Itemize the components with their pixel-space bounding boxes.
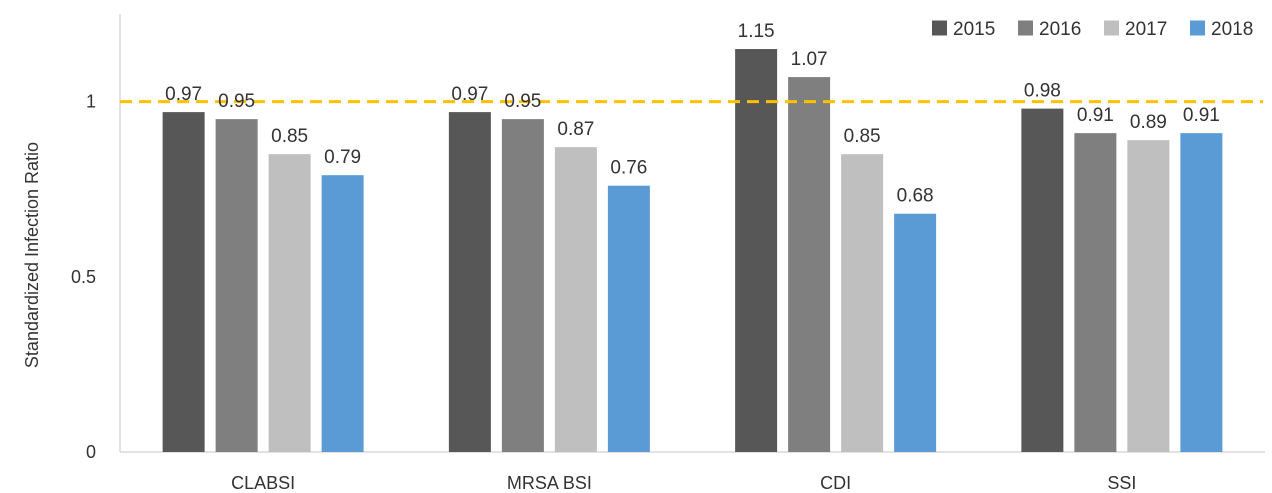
x-tick-label: CLABSI [231,473,295,493]
data-label: 0.91 [1077,105,1114,126]
legend-label: 2015 [953,19,995,40]
bar-2015-ssi [1021,108,1064,452]
bar-2018-cdi [894,213,937,452]
bar-2017-clabsi [268,154,311,452]
y-tick-label: 0.5 [71,267,96,287]
data-label: 1.15 [738,21,775,42]
legend-swatch [1018,20,1033,36]
data-label: 0.98 [1024,81,1061,102]
x-tick-label: MRSA BSI [507,473,592,493]
bar-2015-cdi [735,49,778,452]
bar-2016-cdi [788,77,831,453]
bar-2015-mrsa-bsi [448,112,491,452]
data-label: 0.68 [897,186,934,207]
bar-2017-mrsa-bsi [554,147,597,453]
x-tick-label: SSI [1107,473,1136,493]
legend: 2015 2016 2017 2018 [932,19,1253,40]
y-tick-label: 0 [86,442,96,462]
bar-2015-clabsi [162,112,205,452]
data-label: 0.91 [1183,105,1220,126]
legend-label: 2016 [1039,19,1081,40]
legend-label: 2017 [1125,19,1167,40]
data-label: 1.07 [791,49,828,70]
data-label: 0.97 [451,84,488,105]
legend-swatch [1190,20,1205,36]
data-label: 0.85 [844,126,881,147]
bar-2016-clabsi [215,119,258,453]
data-label: 0.85 [271,126,308,147]
y-tick-label: 1 [86,92,96,112]
legend-label: 2018 [1211,19,1253,40]
bar-2018-mrsa-bsi [607,185,650,453]
bar-2017-cdi [841,154,884,452]
data-label: 0.89 [1130,112,1167,133]
bar-2017-ssi [1127,140,1170,453]
legend-swatch [1104,20,1119,36]
data-label: 0.87 [557,119,594,140]
bar-2016-mrsa-bsi [501,119,544,453]
y-axis-title: Standardized Infection Ratio [22,142,42,368]
x-tick-label: CDI [820,473,851,493]
bar-2016-ssi [1074,133,1117,453]
data-label: 0.95 [504,91,541,112]
data-label: 0.76 [610,158,647,179]
data-label: 0.95 [218,91,255,112]
data-label: 0.97 [165,84,202,105]
data-label: 0.79 [324,147,361,168]
bar-2018-clabsi [321,175,364,452]
bar-2018-ssi [1180,133,1223,453]
legend-swatch [932,20,947,36]
